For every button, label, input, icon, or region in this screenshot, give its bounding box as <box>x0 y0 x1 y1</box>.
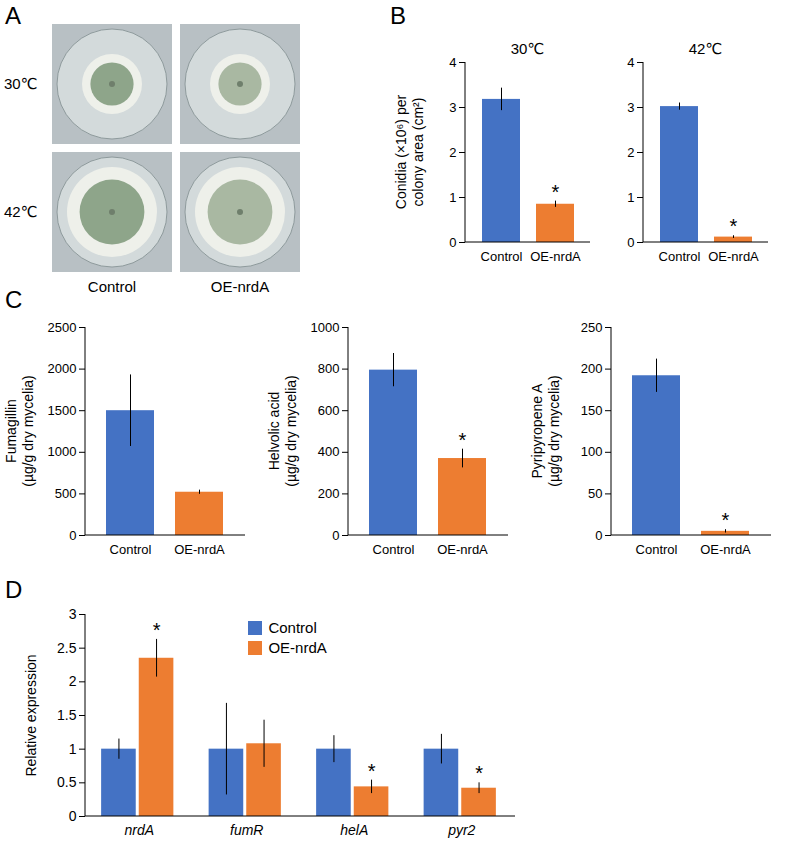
svg-text:4: 4 <box>449 55 456 70</box>
html-text:Fumagillin: Fumagillin <box>3 399 19 463</box>
svg-text:Control: Control <box>481 249 523 264</box>
svg-text:helA: helA <box>340 822 368 838</box>
svg-text:0: 0 <box>595 528 602 543</box>
svg-text:*: * <box>475 762 483 784</box>
svg-text:50: 50 <box>588 486 602 501</box>
svg-text:3: 3 <box>627 100 634 115</box>
svg-text:0.5: 0.5 <box>57 774 77 790</box>
svg-text:OE-nrdA: OE-nrdA <box>530 249 581 264</box>
svg-text:Control: Control <box>110 542 152 557</box>
svg-text:100: 100 <box>581 444 603 459</box>
html-text:OE-nrdA: OE-nrdA <box>268 639 327 656</box>
html-text:colony area (cm²): colony area (cm²) <box>410 97 426 207</box>
svg-text:Control: Control <box>373 542 415 557</box>
svg-text:0: 0 <box>332 528 339 543</box>
html-text:(µg/g dry mycelia): (µg/g dry mycelia) <box>20 375 36 487</box>
svg-text:3: 3 <box>69 606 77 622</box>
svg-text:2: 2 <box>627 145 634 160</box>
svg-text:OE-nrdA: OE-nrdA <box>700 542 751 557</box>
svg-text:*: * <box>730 215 738 237</box>
svg-text:Control: Control <box>636 542 678 557</box>
html-text:Helvolic acid: Helvolic acid <box>266 391 282 471</box>
svg-text:0: 0 <box>627 235 634 250</box>
html-text:B: B <box>390 2 406 29</box>
svg-text:*: * <box>722 509 730 531</box>
html-text:C: C <box>5 286 23 313</box>
svg-text:3: 3 <box>449 100 456 115</box>
svg-text:1: 1 <box>69 741 77 757</box>
svg-text:200: 200 <box>581 361 603 376</box>
svg-text:OE-nrdA: OE-nrdA <box>708 249 759 264</box>
svg-text:1000: 1000 <box>48 444 77 459</box>
svg-text:500: 500 <box>55 486 77 501</box>
svg-text:400: 400 <box>318 444 340 459</box>
svg-text:2000: 2000 <box>48 361 77 376</box>
html-text:(µg/g dry mycelia): (µg/g dry mycelia) <box>546 375 562 487</box>
svg-text:Control: Control <box>659 249 701 264</box>
svg-text:2: 2 <box>69 673 77 689</box>
svg-text:250: 250 <box>581 320 603 335</box>
svg-text:600: 600 <box>318 403 340 418</box>
html-text:Relative expression: Relative expression <box>22 653 39 777</box>
svg-text:*: * <box>368 760 376 782</box>
svg-text:OE-nrdA: OE-nrdA <box>174 542 225 557</box>
svg-text:fumR: fumR <box>230 822 263 838</box>
svg-text:1000: 1000 <box>311 320 340 335</box>
svg-text:*: * <box>552 181 560 203</box>
svg-text:4: 4 <box>627 55 634 70</box>
html-text:30℃: 30℃ <box>510 40 545 57</box>
html-text:(µg/g dry mycelia): (µg/g dry mycelia) <box>283 375 299 487</box>
svg-text:2: 2 <box>449 145 456 160</box>
svg-text:2500: 2500 <box>48 320 77 335</box>
svg-text:1.5: 1.5 <box>57 707 77 723</box>
svg-text:1: 1 <box>627 190 634 205</box>
svg-text:nrdA: nrdA <box>124 822 154 838</box>
svg-text:OE-nrdA: OE-nrdA <box>437 542 488 557</box>
svg-text:0: 0 <box>69 808 77 824</box>
html-text:A: A <box>5 2 21 29</box>
html-text:Pyripyropene A: Pyripyropene A <box>529 383 545 479</box>
svg-text:pyr2: pyr2 <box>447 822 475 838</box>
svg-text:OE-nrdA: OE-nrdA <box>211 278 269 295</box>
html-text:Conidia (×10⁶) per: Conidia (×10⁶) per <box>393 94 409 210</box>
svg-text:1: 1 <box>449 190 456 205</box>
svg-text:2.5: 2.5 <box>57 640 77 656</box>
html-text:42℃: 42℃ <box>688 40 723 57</box>
svg-text:30℃: 30℃ <box>4 75 38 92</box>
svg-text:1500: 1500 <box>48 403 77 418</box>
html-text:D: D <box>5 576 23 603</box>
svg-text:0: 0 <box>69 528 76 543</box>
svg-text:800: 800 <box>318 361 340 376</box>
svg-text:200: 200 <box>318 486 340 501</box>
html-text:Control: Control <box>268 619 317 636</box>
svg-text:*: * <box>153 619 161 641</box>
svg-text:Control: Control <box>88 278 136 295</box>
svg-text:42℃: 42℃ <box>4 203 38 220</box>
svg-text:150: 150 <box>581 403 603 418</box>
svg-text:*: * <box>459 429 467 451</box>
svg-text:0: 0 <box>449 235 456 250</box>
